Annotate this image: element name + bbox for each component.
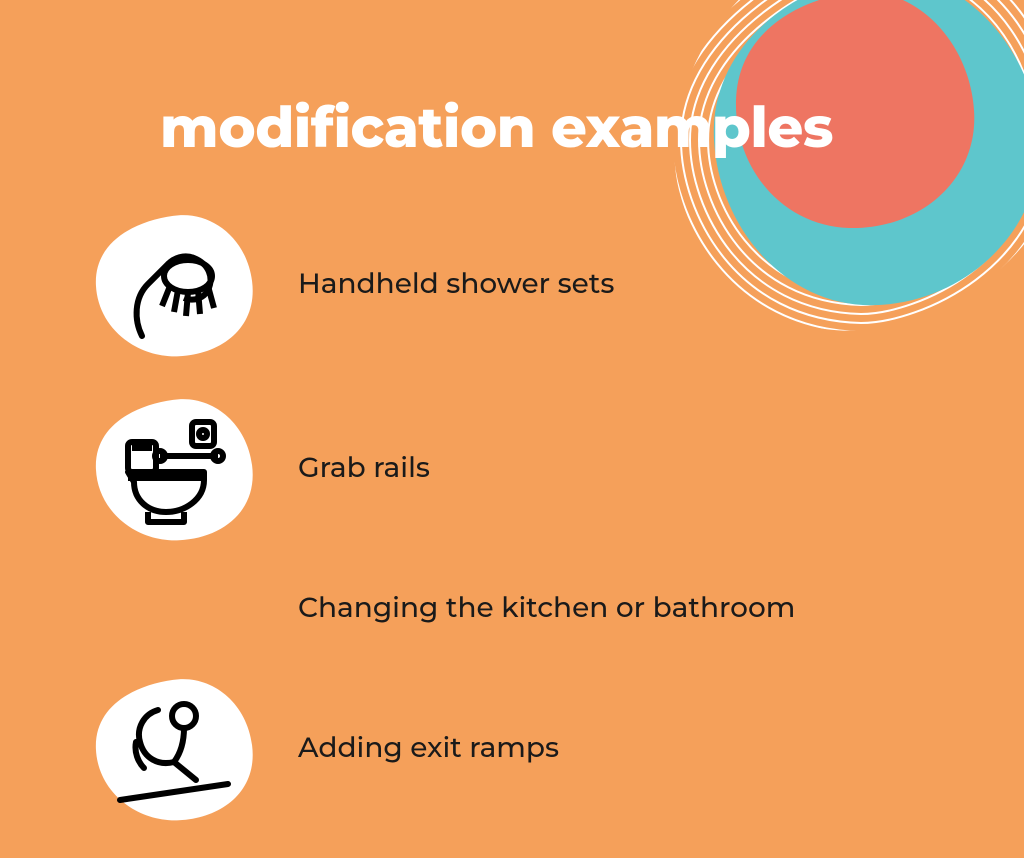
modification-list: Handheld shower sets Grab rails Changing t… bbox=[90, 210, 795, 822]
list-item: Handheld shower sets bbox=[90, 210, 795, 358]
wheelchair-ramp-icon-glyph bbox=[114, 688, 234, 808]
infographic-canvas: modification examples Handheld shower se… bbox=[0, 0, 1024, 858]
icon-spacer bbox=[90, 578, 258, 638]
list-item-label: Adding exit ramps bbox=[298, 731, 559, 765]
list-item-label: Grab rails bbox=[298, 451, 430, 485]
shower-icon-glyph bbox=[114, 224, 234, 344]
shower-icon bbox=[90, 210, 258, 358]
list-item-label: Changing the kitchen or bathroom bbox=[298, 591, 795, 625]
list-item: Grab rails bbox=[90, 394, 795, 542]
list-item: Changing the kitchen or bathroom bbox=[90, 578, 795, 638]
list-item-label: Handheld shower sets bbox=[298, 267, 614, 301]
grab-rails-icon-glyph bbox=[114, 408, 234, 528]
grab-rails-icon bbox=[90, 394, 258, 542]
page-title: modification examples bbox=[160, 94, 833, 162]
list-item: Adding exit ramps bbox=[90, 674, 795, 822]
wheelchair-ramp-icon bbox=[90, 674, 258, 822]
